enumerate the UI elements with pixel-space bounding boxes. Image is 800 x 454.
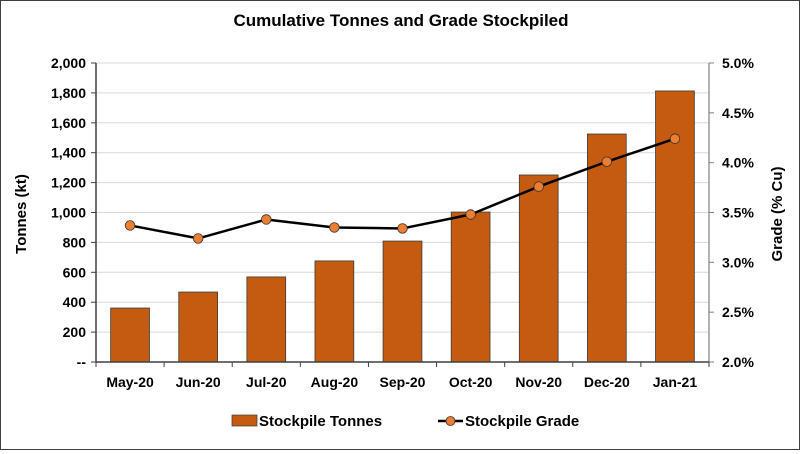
x-tick-label: Jul-20 <box>246 374 287 390</box>
y-axis-label: Tonnes (kt) <box>13 174 30 254</box>
y-tick-label: 1,800 <box>51 85 86 101</box>
x-tick-label: Sep-20 <box>380 374 426 390</box>
grade-marker <box>397 223 408 234</box>
grade-marker <box>465 209 476 220</box>
bar <box>314 260 355 363</box>
x-tick-label: Aug-20 <box>311 374 359 390</box>
legend-marker-grade <box>445 416 456 426</box>
bar <box>587 133 627 363</box>
axes: -- 200 400 600 800 1,000 1,200 1,400 1,600 1,800 2… <box>51 55 755 390</box>
y2-tick-label: 3.5% <box>722 205 754 221</box>
grade-marker <box>329 222 340 233</box>
legend-label-tonnes: Stockpile Tonnes <box>259 413 382 430</box>
bar <box>655 90 695 363</box>
x-tick-label: Nov-20 <box>515 374 562 390</box>
y-tick-label: 1,200 <box>51 175 86 191</box>
y2-tick-label: 5.0% <box>722 55 754 71</box>
x-tick-label: May-20 <box>106 374 154 390</box>
bar <box>246 276 287 363</box>
y-tick-label: 600 <box>63 264 87 280</box>
y-tick-label: 1,400 <box>51 145 86 161</box>
y2-tick-label: 4.5% <box>722 105 754 121</box>
y-tick-label: -- <box>77 354 87 370</box>
y2-axis-label: Grade (% Cu) <box>769 166 786 261</box>
line-series <box>124 133 681 244</box>
x-tick-label: Jun-20 <box>176 374 221 390</box>
y-tick-label: 1,000 <box>51 205 86 221</box>
y2-tick-label: 2.0% <box>722 354 754 370</box>
y2-tick-label: 2.5% <box>722 304 754 320</box>
bar <box>450 211 491 363</box>
grade-marker <box>124 220 136 231</box>
y2-tick-label: 3.0% <box>722 254 754 270</box>
grade-marker <box>669 133 681 144</box>
y-tick-label: 1,600 <box>51 115 86 131</box>
legend-swatch-tonnes <box>231 414 258 427</box>
y-tick-label: 200 <box>63 324 87 340</box>
grade-marker <box>533 181 544 192</box>
x-tick-label: Dec-20 <box>584 374 630 390</box>
legend-label-grade: Stockpile Grade <box>465 413 579 430</box>
legend: Stockpile Tonnes Stockpile Grade <box>231 413 579 430</box>
bar <box>382 240 423 363</box>
y-tick-label: 800 <box>63 234 87 250</box>
x-tick-label: Jan-21 <box>653 374 698 390</box>
chart-title: Cumulative Tonnes and Grade Stockpiled <box>233 11 568 30</box>
bar <box>178 291 218 363</box>
y-tick-label: 2,000 <box>51 55 86 71</box>
grade-marker <box>192 233 204 244</box>
grade-marker <box>261 214 272 225</box>
grade-marker <box>601 156 613 167</box>
x-tick-label: Oct-20 <box>449 374 493 390</box>
y-tick-label: 400 <box>63 294 87 310</box>
y2-tick-label: 4.0% <box>722 155 754 171</box>
bar <box>518 174 559 363</box>
bar <box>110 307 150 363</box>
